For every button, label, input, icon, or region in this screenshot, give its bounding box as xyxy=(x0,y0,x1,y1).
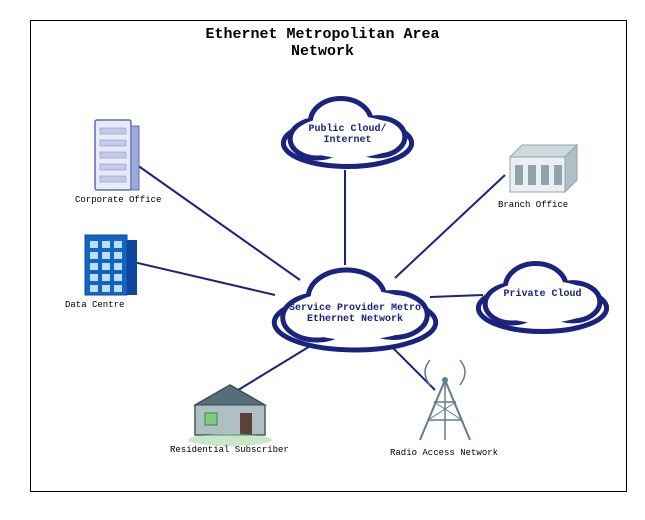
tower-icon xyxy=(420,360,470,440)
svg-layer xyxy=(0,0,645,520)
canvas: Ethernet Metropolitan Area Network Corpo… xyxy=(0,0,645,520)
building-grey-icon xyxy=(510,145,577,192)
node-label: Data Centre xyxy=(65,300,124,310)
node-label: Branch Office xyxy=(498,200,568,210)
server-icon xyxy=(95,120,139,190)
node-label: Residential Subscriber xyxy=(170,445,289,455)
cloud-label: Private Cloud xyxy=(473,289,613,300)
edge xyxy=(395,175,505,278)
cloud-label: Service Provider Metro Ethernet Network xyxy=(285,303,425,325)
edge xyxy=(130,160,300,280)
edge xyxy=(125,260,275,295)
node-label: Radio Access Network xyxy=(390,448,498,458)
house-icon xyxy=(188,385,272,446)
node-label: Corporate Office xyxy=(75,195,161,205)
building-icon xyxy=(85,235,137,295)
cloud-label: Public Cloud/ Internet xyxy=(278,124,418,146)
edge xyxy=(230,340,320,395)
